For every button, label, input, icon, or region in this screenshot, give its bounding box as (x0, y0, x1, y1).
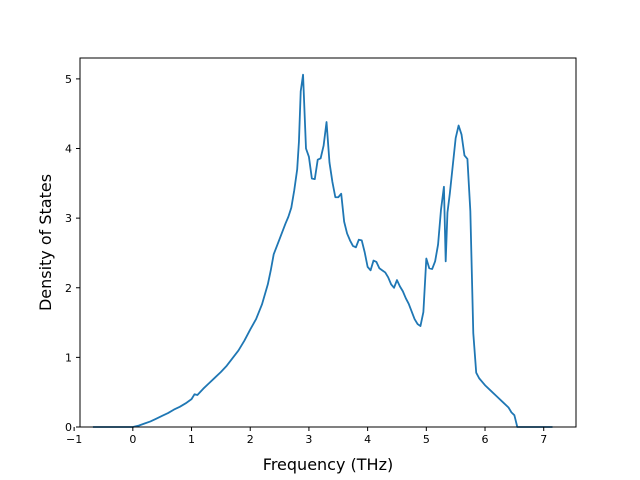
plot-area (92, 73, 553, 428)
y-tick-label: 1 (65, 351, 72, 364)
y-tick-label: 3 (65, 212, 72, 225)
x-tick-label: 0 (129, 433, 136, 446)
x-axis-label: Frequency (THz) (263, 455, 393, 474)
x-axis-ticks: −1 0 1 2 3 4 5 6 7 (66, 427, 547, 446)
y-tick-label: 5 (65, 73, 72, 86)
x-tick-label: 4 (364, 433, 371, 446)
y-tick-label: 4 (65, 143, 72, 156)
x-tick-label: 3 (305, 433, 312, 446)
x-tick-label: 1 (188, 433, 195, 446)
x-tick-label: 5 (423, 433, 430, 446)
x-tick-label: 7 (540, 433, 547, 446)
x-tick-label: −1 (66, 433, 82, 446)
x-tick-label: 2 (247, 433, 254, 446)
dos-series-line-0 (92, 73, 553, 428)
axes-frame (79, 57, 577, 428)
y-axis-ticks: 0 1 2 3 4 5 (65, 73, 80, 434)
y-tick-label: 2 (65, 282, 72, 295)
y-tick-label: 0 (65, 421, 72, 434)
x-tick-label: 6 (482, 433, 489, 446)
y-axis-label: Density of States (36, 174, 55, 311)
